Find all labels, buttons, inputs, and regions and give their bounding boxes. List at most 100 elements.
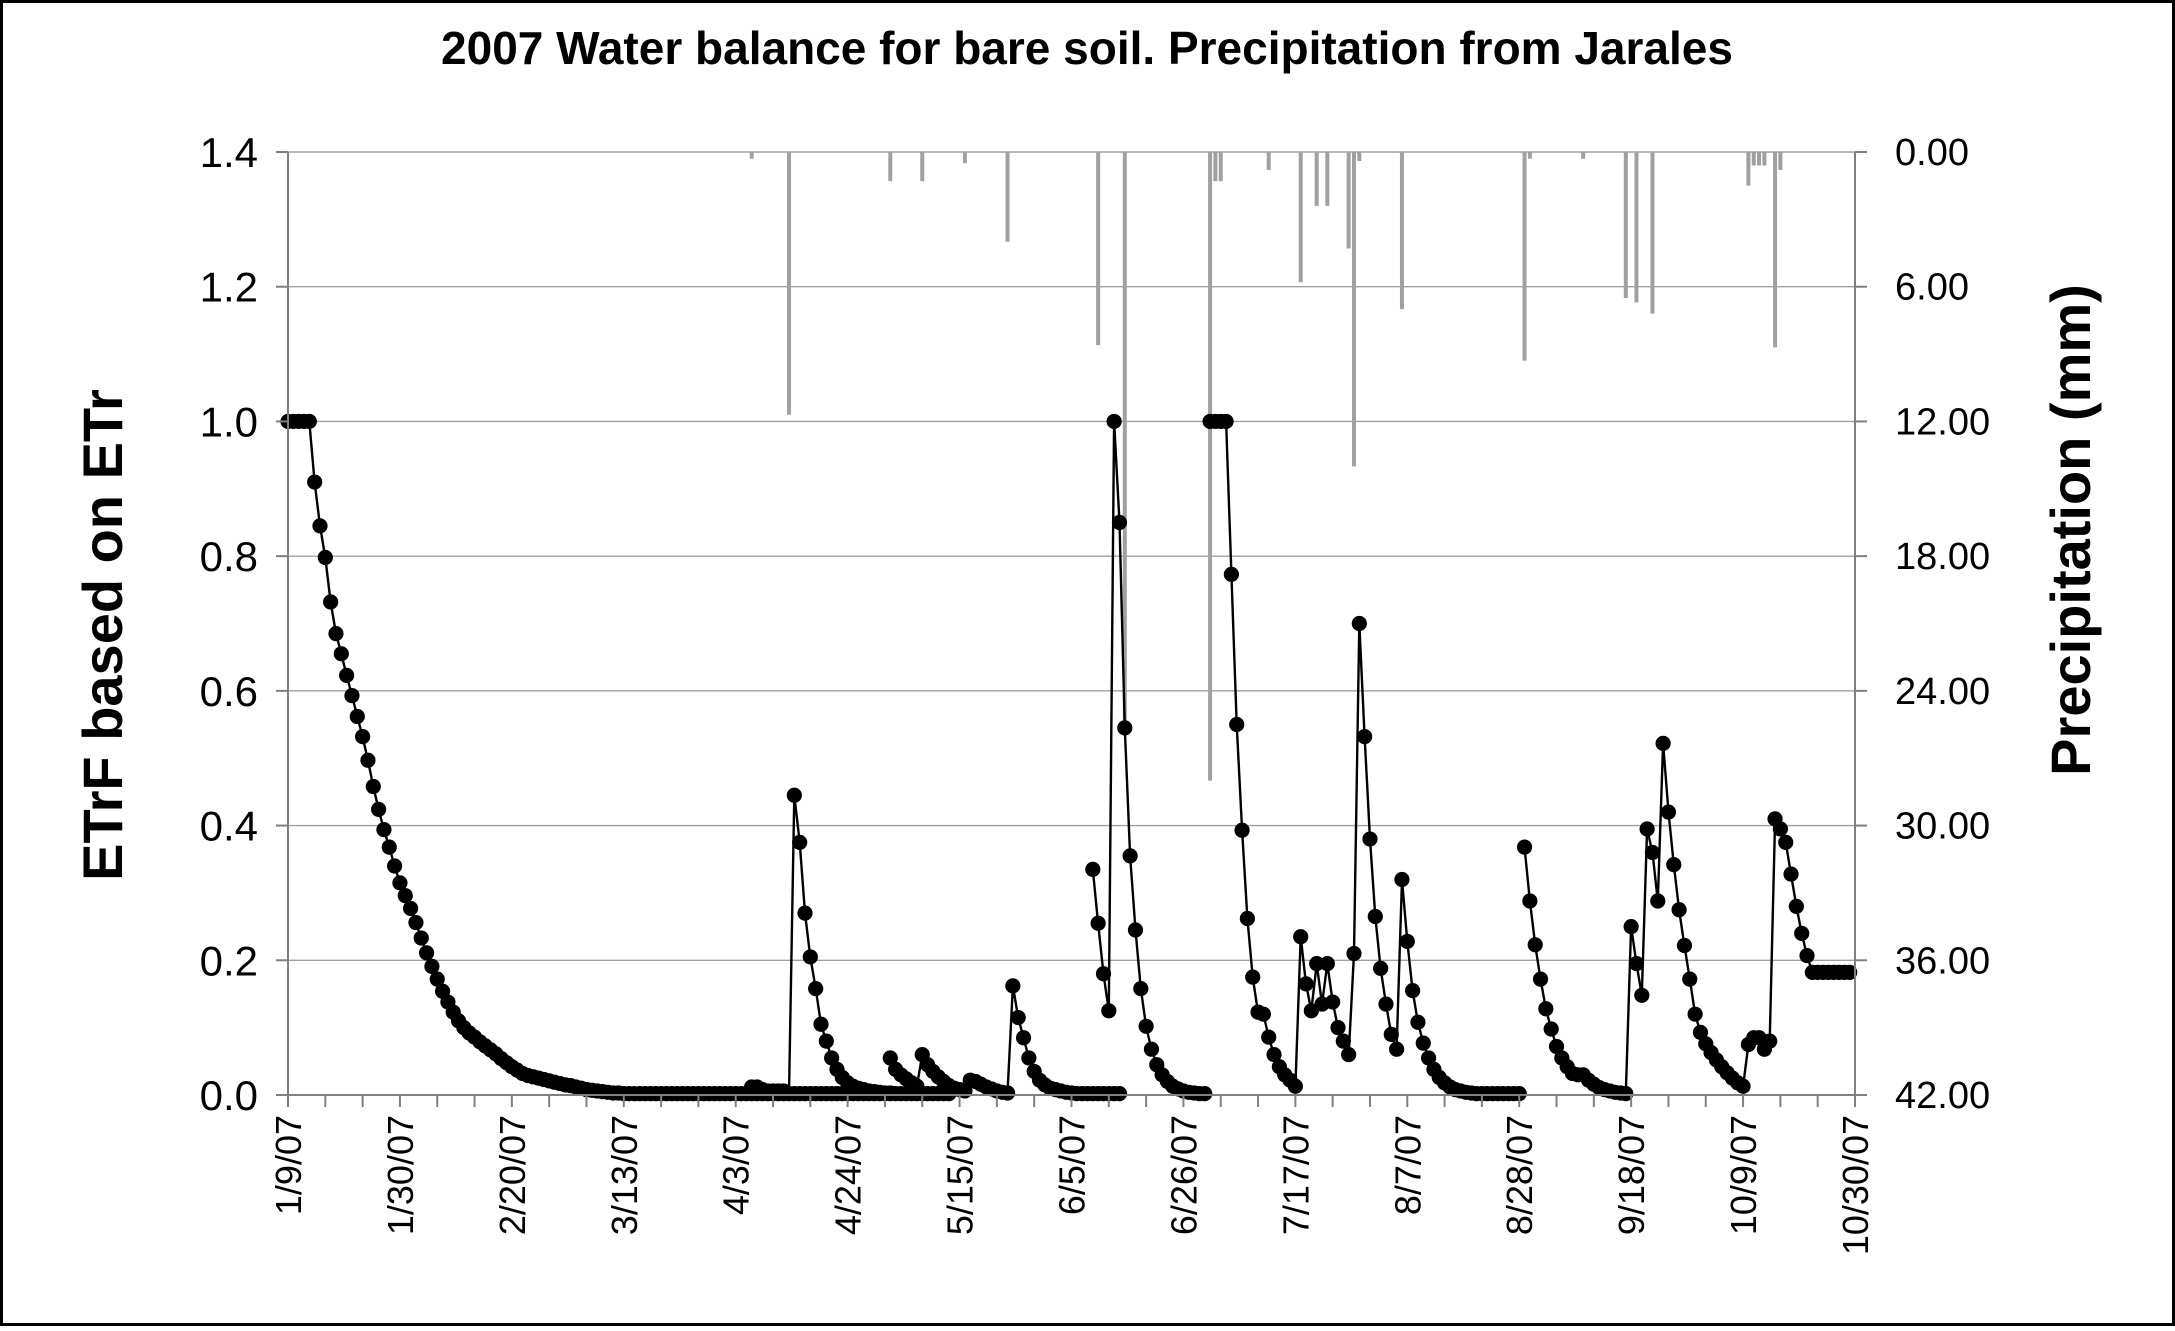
etrf-point: [1410, 1014, 1426, 1030]
etrf-point: [1644, 844, 1661, 861]
etrf-point: [1762, 1033, 1778, 1049]
right-tick-label: 6.00: [1895, 267, 1969, 309]
etrf-point: [1101, 1003, 1117, 1019]
etrf-point: [1516, 839, 1533, 855]
left-tick-label: 1.0: [200, 398, 258, 445]
etrf-point: [1218, 413, 1234, 430]
etrf-point: [1373, 960, 1389, 976]
x-tick-label: 1/30/07: [380, 1115, 421, 1235]
etrf-point: [1655, 735, 1671, 751]
etrf-point: [1197, 1086, 1213, 1102]
x-tick-label: 6/26/07: [1163, 1115, 1204, 1235]
etrf-point: [1138, 1018, 1154, 1034]
etrf-point: [1415, 1035, 1431, 1051]
x-tick-label: 6/5/07: [1052, 1115, 1093, 1215]
etrf-point: [1143, 1041, 1160, 1057]
right-tick-label: 30.00: [1895, 806, 1990, 848]
etrf-point: [1021, 1050, 1037, 1066]
etrf-point: [1261, 1029, 1277, 1045]
etrf-point: [1511, 1086, 1527, 1102]
etrf-point: [360, 752, 376, 768]
x-tick-label: 7/17/07: [1275, 1115, 1316, 1235]
etrf-point: [1117, 720, 1133, 736]
left-tick-label: 1.2: [200, 264, 258, 311]
etrf-point: [1298, 976, 1314, 992]
etrf-point: [1623, 919, 1639, 935]
x-tick-label: 8/7/07: [1387, 1115, 1428, 1215]
x-tick-label: 5/15/07: [940, 1115, 981, 1235]
etrf-point: [1330, 1020, 1346, 1036]
etrf-point: [1090, 915, 1106, 931]
etrf-point: [824, 1050, 840, 1066]
left-tick-label: 0.0: [200, 1072, 258, 1119]
etrf-point: [797, 905, 813, 921]
etrf-point: [1367, 908, 1383, 925]
etrf-point: [1293, 929, 1309, 945]
etrf-point: [1794, 925, 1810, 941]
etrf-point: [1687, 1006, 1703, 1022]
etrf-point: [792, 834, 808, 851]
etrf-point: [1778, 834, 1794, 851]
etrf-point: [386, 858, 403, 874]
etrf-point: [1223, 566, 1239, 582]
etrf-point: [1325, 994, 1341, 1010]
etrf-point: [1788, 898, 1804, 915]
etrf-series-points: [280, 413, 1858, 1102]
etrf-point: [317, 549, 333, 566]
etrf-point: [1548, 1038, 1565, 1055]
etrf-point: [413, 930, 429, 946]
etrf-point: [339, 667, 355, 683]
etrf-point: [1421, 1050, 1437, 1066]
etrf-point: [1234, 822, 1250, 838]
right-tick-label: 0.00: [1895, 132, 1969, 174]
left-tick-label: 0.8: [200, 533, 258, 580]
axes: [276, 151, 1867, 1107]
etrf-point: [1346, 945, 1362, 962]
etrf-point: [1405, 982, 1421, 999]
chart-title: 2007 Water balance for bare soil. Precip…: [441, 22, 1733, 74]
etrf-point: [418, 945, 435, 961]
etrf-point: [408, 914, 424, 931]
etrf-point: [381, 839, 397, 855]
etrf-point: [307, 474, 323, 490]
etrf-point: [1351, 615, 1367, 632]
etrf-point: [1362, 831, 1378, 847]
etrf-point: [1127, 922, 1144, 938]
etrf-point: [1309, 956, 1325, 972]
etrf-point: [1111, 1086, 1128, 1102]
etrf-point: [1287, 1078, 1303, 1094]
etrf-point: [349, 708, 365, 725]
etrf-point: [1666, 857, 1682, 873]
etrf-point: [1015, 1030, 1032, 1046]
etrf-point: [808, 980, 824, 997]
etrf-point: [1772, 821, 1788, 837]
etrf-point: [1538, 1001, 1554, 1017]
etrf-point: [392, 875, 408, 891]
etrf-point: [1650, 893, 1666, 909]
etrf-point: [1735, 1078, 1751, 1094]
etrf-point: [1245, 969, 1261, 985]
etrf-point: [1095, 966, 1112, 982]
etrf-point: [1676, 937, 1693, 954]
etrf-point: [1122, 848, 1138, 864]
etrf-point: [365, 778, 381, 795]
etrf-point: [1255, 1006, 1271, 1022]
left-tick-label: 0.6: [200, 668, 258, 715]
x-tick-label: 8/28/07: [1499, 1115, 1540, 1235]
etrf-point: [371, 801, 387, 818]
etrf-point: [1527, 937, 1543, 953]
etrf-point: [786, 787, 802, 803]
left-tick-label: 0.2: [200, 937, 258, 984]
etrf-point: [344, 687, 360, 704]
etrf-point: [776, 1083, 792, 1099]
etrf-point: [1229, 716, 1245, 733]
right-tick-label: 12.00: [1895, 401, 1990, 443]
etrf-point: [1532, 971, 1549, 987]
x-tick-label: 4/3/07: [716, 1115, 757, 1215]
etrf-point: [429, 971, 445, 987]
etrf-point: [1319, 956, 1335, 972]
precipitation-bars: [749, 152, 1783, 781]
etrf-point: [1010, 1009, 1026, 1026]
